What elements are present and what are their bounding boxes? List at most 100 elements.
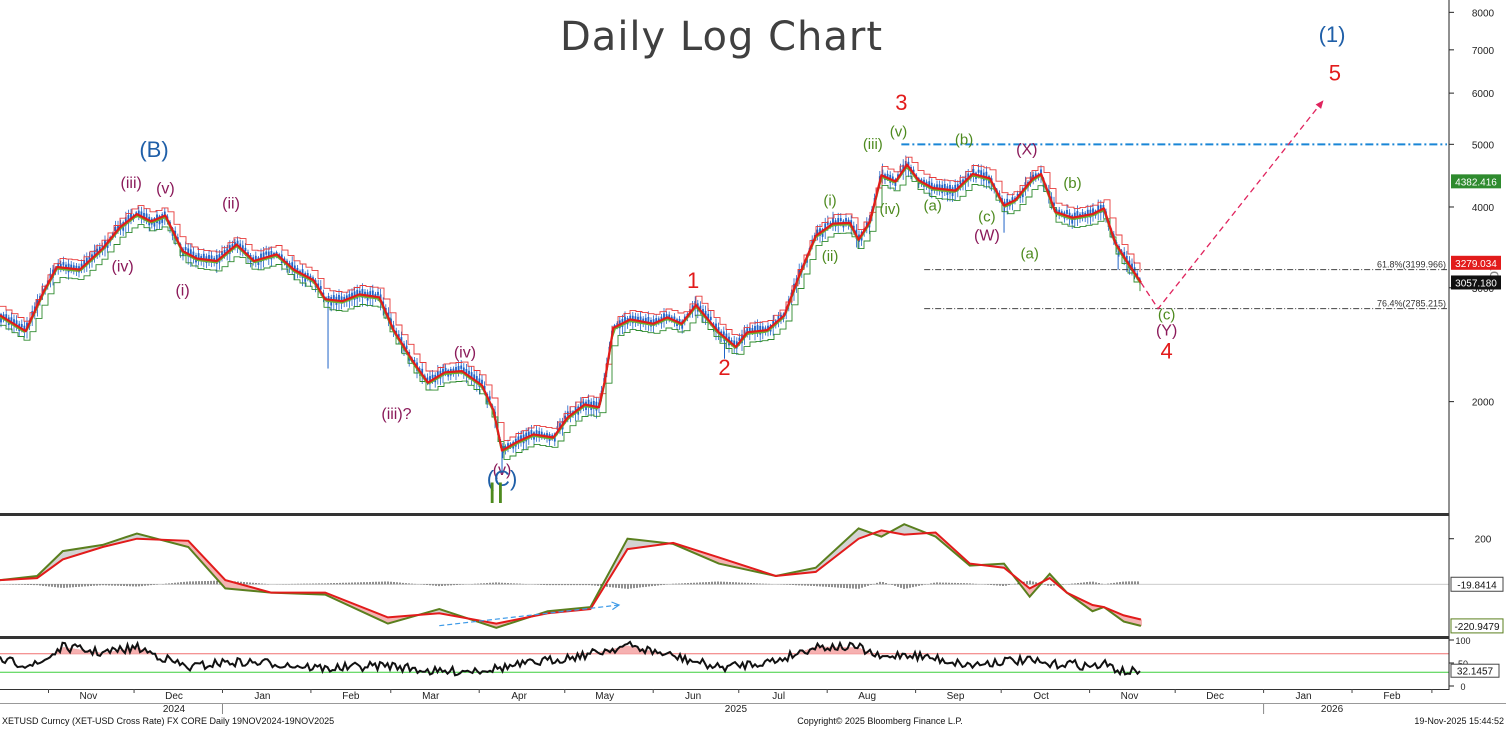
candle-body (481, 380, 483, 384)
wave-label: (iii) (121, 175, 142, 192)
x-month-label: May (595, 691, 614, 702)
wave-label: (iii) (863, 136, 883, 153)
macd-fill-segment (636, 540, 638, 548)
price-tag-label: 3279.034 (1455, 259, 1497, 270)
x-year-label: 2026 (1321, 704, 1344, 715)
y-tick-label: 6000 (1472, 89, 1495, 100)
wave-label: (Y) (1156, 323, 1177, 340)
macd-tag-label: -19.8414 (1457, 580, 1497, 591)
panel-separator (0, 513, 1449, 516)
wave-label: (c) (1158, 306, 1176, 323)
candle-body (710, 317, 712, 320)
candle-body (468, 371, 470, 375)
y-tick-label: 4000 (1472, 203, 1495, 214)
candle-body (445, 368, 447, 372)
candle-body (1066, 210, 1068, 214)
oscillator-y-tick-label: 100 (1455, 636, 1470, 646)
candle-body (265, 252, 267, 255)
wave-label: II (488, 477, 505, 510)
wave-label: (a) (1021, 245, 1039, 262)
wave-label: (ii) (822, 248, 839, 265)
y-tick-label: 8000 (1472, 8, 1495, 19)
x-year-label: 2025 (725, 704, 748, 715)
wave-label: (ii) (222, 195, 240, 212)
wave-label: 1 (687, 268, 699, 293)
wave-label: (B) (139, 137, 168, 162)
x-month-label: Nov (80, 691, 98, 702)
x-month-label: Nov (1121, 691, 1139, 702)
candle-body (531, 430, 533, 434)
macd-fill-segment (630, 539, 632, 549)
x-month-label: Dec (1206, 691, 1224, 702)
wave-label: 5 (1329, 60, 1341, 85)
wave-label: (iv) (454, 345, 476, 362)
price-tag-label: 4382.416 (1455, 177, 1497, 188)
macd-y-tick-label: 200 (1475, 535, 1492, 546)
wave-label: (b) (1063, 175, 1081, 192)
macd-tag-label: -220.9479 (1454, 622, 1499, 633)
candle-body (146, 214, 148, 218)
candle-body (63, 262, 65, 265)
x-month-label: Feb (342, 691, 360, 702)
wave-label: (b) (955, 131, 973, 148)
candle-body (845, 218, 847, 222)
chart-title: Daily Log Chart (560, 14, 883, 60)
wave-label: 4 (1160, 339, 1172, 364)
candle-body (377, 292, 379, 296)
wave-label: (i) (175, 282, 189, 299)
candle-body (245, 248, 247, 251)
footer-copyright: Copyright© 2025 Bloomberg Finance L.P. (797, 716, 963, 726)
candle-body (978, 170, 980, 173)
wave-label: (a) (924, 198, 942, 215)
fib-level-label: 76.4%(2785.215) (1377, 299, 1446, 309)
price-tag-label: 3057.180 (1455, 278, 1497, 289)
y-tick-label: 5000 (1472, 140, 1495, 151)
x-month-label: Jan (254, 691, 270, 702)
wave-label: 3 (895, 90, 907, 115)
x-axis-divider (0, 703, 1506, 704)
candle-body (757, 325, 759, 330)
wave-label: (W) (974, 227, 1000, 244)
x-month-label: Apr (511, 691, 527, 702)
macd-fill-segment (628, 539, 630, 549)
wave-label: (iii)? (381, 406, 411, 423)
x-month-label: Jan (1295, 691, 1311, 702)
candle-body (432, 375, 434, 379)
macd-fill-segment (632, 539, 634, 548)
footer-ticker: XETUSD Curncy (XET-USD Cross Rate) FX CO… (2, 716, 334, 726)
fib-level-label: 61.8%(3199.966) (1377, 260, 1446, 270)
candle-body (460, 366, 462, 369)
wave-label: (v) (156, 180, 175, 197)
candle-body (458, 366, 460, 370)
wave-label: (iv) (112, 258, 134, 275)
wave-label: (v) (890, 124, 908, 141)
wave-label: (1) (1319, 22, 1346, 47)
wave-label: (X) (1016, 142, 1037, 159)
wave-label: 2 (718, 355, 730, 380)
wave-label: (c) (978, 208, 996, 225)
footer-timestamp: 19-Nov-2025 15:44:52 (1414, 716, 1504, 726)
x-month-label: Mar (422, 691, 440, 702)
panel-separator (0, 636, 1449, 639)
candle-body (840, 218, 842, 221)
x-year-label: 2024 (163, 704, 186, 715)
wave-label: (i) (823, 193, 836, 210)
x-month-label: Dec (165, 691, 183, 702)
panel-separator (0, 689, 1449, 690)
oscillator-y-tick-label: 0 (1460, 682, 1465, 692)
x-month-label: Oct (1033, 691, 1049, 702)
candle-body (21, 324, 23, 327)
x-month-label: Jul (772, 691, 785, 702)
macd-fill-segment (634, 539, 636, 548)
y-tick-label: 7000 (1472, 46, 1495, 57)
x-month-label: Feb (1383, 691, 1401, 702)
oscillator-tag-label: 32.1457 (1457, 667, 1494, 678)
wave-label: (iv) (880, 201, 901, 218)
x-month-label: Jun (685, 691, 701, 702)
x-month-label: Aug (858, 691, 876, 702)
y-tick-label: 2000 (1472, 398, 1495, 409)
candle-body (185, 247, 187, 250)
x-month-label: Sep (947, 691, 965, 702)
